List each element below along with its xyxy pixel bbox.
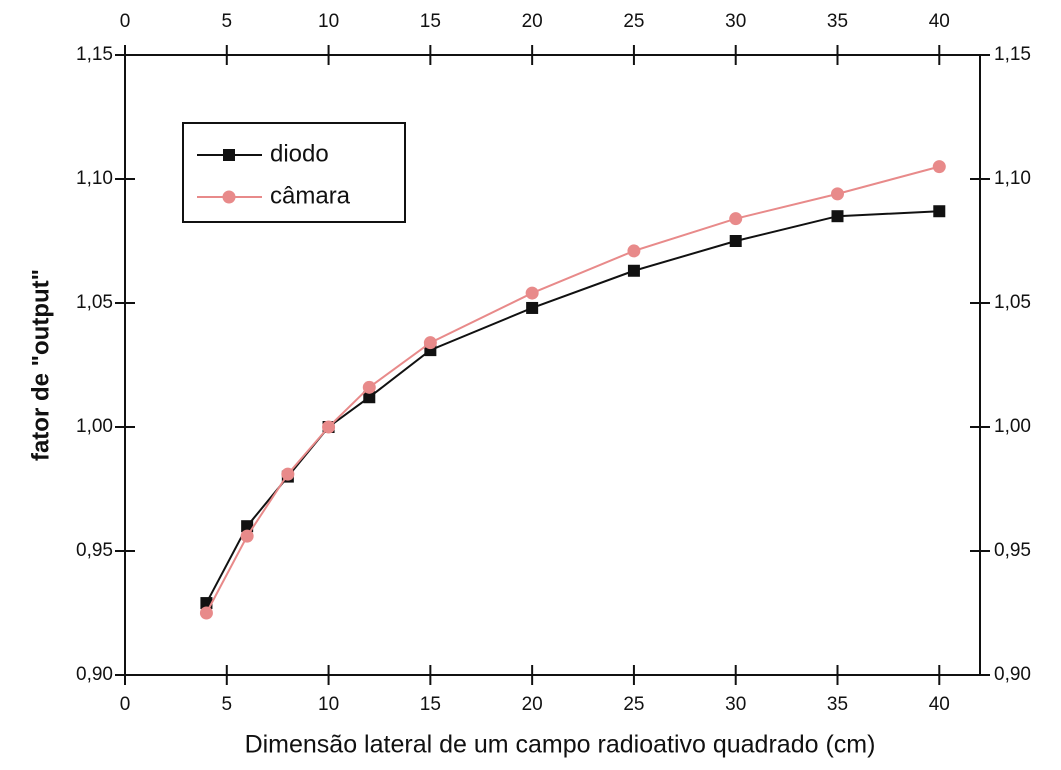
legend-label: diodo xyxy=(270,140,329,167)
x-top-tick-label: 20 xyxy=(522,11,543,32)
y-tick-label: 1,00 xyxy=(76,416,113,437)
y-right-tick-label: 1,00 xyxy=(994,416,1031,437)
series-line xyxy=(205,210,940,604)
x-tick-label: 10 xyxy=(318,694,339,715)
y-tick-label: 1,05 xyxy=(76,292,113,313)
x-top-tick-label: 15 xyxy=(420,11,441,32)
marker xyxy=(729,235,742,247)
y-axis-label: fator de "output" xyxy=(27,269,54,461)
marker xyxy=(241,520,254,533)
x-top-tick-label: 5 xyxy=(221,11,232,32)
legend-label: câmara xyxy=(270,182,351,209)
y-right-tick-label: 0,95 xyxy=(994,540,1031,561)
x-tick-label: 20 xyxy=(522,694,543,715)
marker xyxy=(526,301,539,314)
plot-frame xyxy=(124,54,981,676)
y-tick-label: 1,10 xyxy=(76,168,113,189)
marker xyxy=(932,160,946,174)
marker xyxy=(240,529,254,543)
x-tick-label: 5 xyxy=(221,694,232,715)
marker xyxy=(322,420,336,434)
x-top-tick-label: 10 xyxy=(318,11,339,32)
marker xyxy=(525,286,539,300)
x-tick-label: 35 xyxy=(827,694,848,715)
y-right-tick-label: 0,90 xyxy=(994,664,1031,685)
x-tick-label: 40 xyxy=(929,694,950,715)
x-top-tick-label: 35 xyxy=(827,11,848,32)
marker xyxy=(933,205,946,218)
y-tick-label: 1,15 xyxy=(76,44,113,65)
x-tick-label: 30 xyxy=(725,694,746,715)
marker xyxy=(627,244,641,258)
marker xyxy=(199,606,213,620)
y-right-tick-label: 1,15 xyxy=(994,44,1031,65)
x-tick-label: 0 xyxy=(120,694,131,715)
legend-box xyxy=(182,122,406,223)
marker xyxy=(627,264,640,277)
x-top-tick-label: 25 xyxy=(623,11,644,32)
marker xyxy=(729,212,743,226)
x-tick-label: 15 xyxy=(420,694,441,715)
x-tick-label: 25 xyxy=(623,694,644,715)
marker xyxy=(363,391,376,404)
y-tick-label: 0,90 xyxy=(76,664,113,685)
marker xyxy=(362,380,376,394)
series-line xyxy=(205,165,940,614)
legend-marker xyxy=(223,149,235,161)
marker xyxy=(281,467,295,481)
marker xyxy=(423,336,437,350)
x-top-tick-label: 0 xyxy=(120,11,131,32)
marker xyxy=(831,210,844,223)
legend-marker xyxy=(222,190,236,204)
x-axis-label: Dimensão lateral de um campo radioativo … xyxy=(245,731,876,759)
y-right-tick-label: 1,10 xyxy=(994,168,1031,189)
y-right-tick-label: 1,05 xyxy=(994,292,1031,313)
y-tick-label: 0,95 xyxy=(76,540,113,561)
marker xyxy=(831,187,844,201)
x-top-tick-label: 30 xyxy=(725,11,746,32)
x-top-tick-label: 40 xyxy=(929,11,950,32)
